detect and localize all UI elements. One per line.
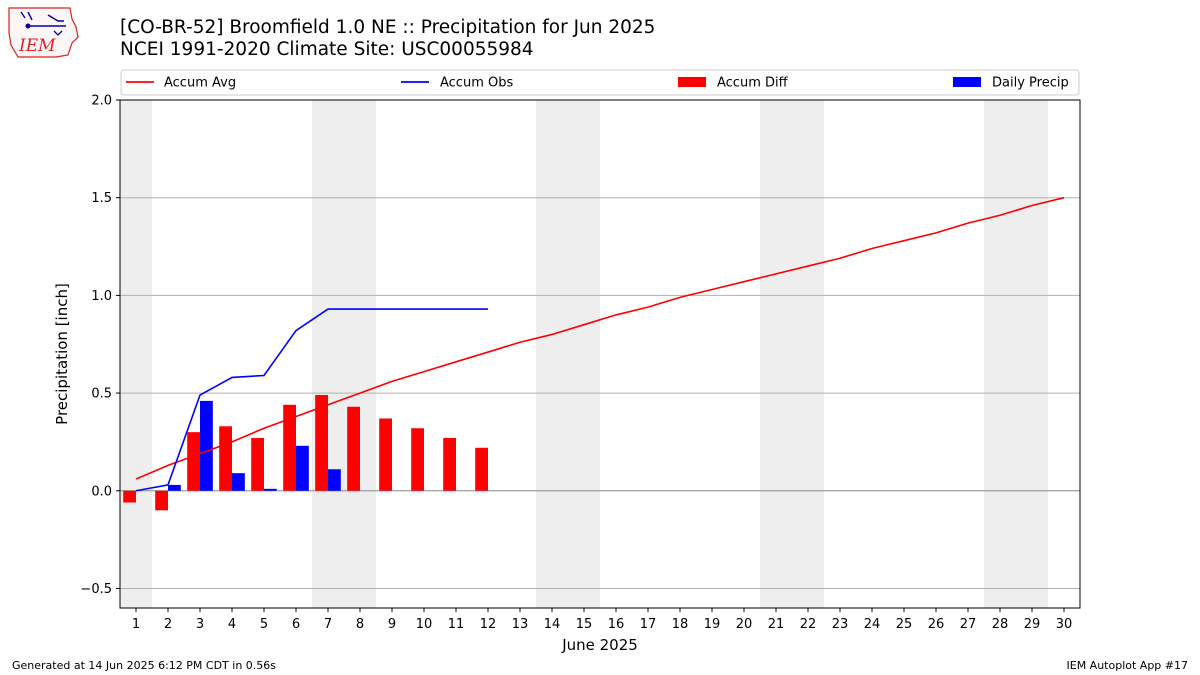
x-tick-label: 3 bbox=[196, 617, 204, 632]
accum-diff-bar bbox=[123, 490, 136, 503]
x-tick-label: 11 bbox=[448, 617, 465, 632]
x-tick-label: 27 bbox=[960, 617, 977, 632]
weekend-shading bbox=[120, 100, 1048, 608]
x-tick-label: 23 bbox=[832, 617, 849, 632]
axes: −0.50.00.51.01.52.01 2 3 4 5 6 7 8 9 10 11 12 13 14 15… bbox=[80, 94, 1072, 633]
x-tick-label: 21 bbox=[768, 617, 785, 632]
x-tick-label: 1 bbox=[132, 617, 140, 632]
accum-diff-bar bbox=[411, 428, 424, 491]
daily-precip-bar bbox=[328, 469, 341, 491]
y-axis-label: Precipitation [inch] bbox=[53, 283, 71, 425]
x-tick-label: 18 bbox=[672, 617, 689, 632]
plot-frame bbox=[119, 99, 1081, 609]
line-series bbox=[135, 196, 1065, 492]
logo-text: IEM bbox=[18, 36, 56, 56]
x-tick-label: 30 bbox=[1056, 617, 1073, 632]
x-tick-label: 13 bbox=[512, 617, 529, 632]
legend-swatch-bar bbox=[953, 77, 981, 87]
x-tick-label: 28 bbox=[992, 617, 1009, 632]
chart-subtitle: NCEI 1991-2020 Climate Site: USC00055984 bbox=[120, 39, 534, 60]
x-tick-label: 16 bbox=[608, 617, 625, 632]
y-tick-label: 0.5 bbox=[91, 387, 112, 402]
weekend-shade bbox=[1016, 100, 1048, 608]
x-tick-label: 20 bbox=[736, 617, 753, 632]
weekend-shade bbox=[536, 100, 568, 608]
x-tick-label: 17 bbox=[640, 617, 657, 632]
legend-label: Daily Precip bbox=[992, 76, 1069, 91]
accum-diff-bar bbox=[219, 426, 232, 491]
accum-diff-bar bbox=[347, 406, 360, 491]
bar-series bbox=[123, 395, 488, 511]
daily-precip-bar bbox=[296, 445, 309, 491]
x-tick-label: 8 bbox=[356, 617, 364, 632]
daily-precip-bar bbox=[264, 488, 277, 491]
daily-precip-bar bbox=[200, 400, 213, 491]
x-tick-label: 6 bbox=[292, 617, 300, 632]
y-tick-label: −0.5 bbox=[80, 582, 112, 597]
x-tick-label: 5 bbox=[260, 617, 268, 632]
x-tick-label: 24 bbox=[864, 617, 881, 632]
weekend-shade bbox=[792, 100, 824, 608]
weekend-shade bbox=[312, 100, 344, 608]
legend-swatch-bar bbox=[678, 77, 706, 87]
x-tick-label: 22 bbox=[800, 617, 817, 632]
daily-precip-bar bbox=[232, 473, 245, 491]
accum-obs-line bbox=[135, 308, 488, 492]
footer-generated: Generated at 14 Jun 2025 6:12 PM CDT in … bbox=[12, 659, 277, 672]
x-tick-label: 25 bbox=[896, 617, 913, 632]
weekend-shade bbox=[120, 100, 152, 608]
weekend-shade bbox=[760, 100, 792, 608]
x-tick-label: 9 bbox=[388, 617, 396, 632]
y-tick-label: 0.0 bbox=[91, 484, 112, 499]
legend-label: Accum Diff bbox=[717, 76, 789, 91]
y-tick-label: 1.5 bbox=[91, 191, 112, 206]
accum-diff-bar bbox=[283, 404, 296, 491]
legend-box bbox=[120, 69, 1080, 96]
accum-diff-bar bbox=[475, 447, 488, 491]
accum-diff-bar bbox=[315, 395, 328, 491]
x-tick-label: 14 bbox=[544, 617, 561, 632]
accum-diff-bar bbox=[379, 418, 392, 491]
x-tick-label: 10 bbox=[416, 617, 433, 632]
accum-avg-line bbox=[135, 196, 1065, 480]
x-tick-label: 4 bbox=[228, 617, 236, 632]
x-axis-label: June 2025 bbox=[561, 636, 638, 654]
legend-label: Accum Avg bbox=[164, 76, 236, 91]
x-tick-label: 12 bbox=[480, 617, 497, 632]
legend: Accum Avg Accum Obs Accum Diff Daily Precip bbox=[120, 69, 1080, 96]
chart-title: [CO-BR-52] Broomfield 1.0 NE :: Precipit… bbox=[120, 17, 656, 38]
footer-app: IEM Autoplot App #17 bbox=[1066, 659, 1189, 672]
weekend-shade bbox=[984, 100, 1016, 608]
legend-label: Accum Obs bbox=[440, 76, 513, 91]
accum-diff-bar bbox=[187, 432, 200, 491]
weekend-shade bbox=[344, 100, 376, 608]
x-tick-label: 19 bbox=[704, 617, 721, 632]
x-tick-label: 26 bbox=[928, 617, 945, 632]
x-tick-label: 29 bbox=[1024, 617, 1041, 632]
x-tick-label: 2 bbox=[164, 617, 172, 632]
x-tick-label: 7 bbox=[324, 617, 332, 632]
accum-diff-bar bbox=[443, 438, 456, 491]
iem-logo: IEM bbox=[6, 5, 82, 61]
accum-diff-bar bbox=[155, 490, 168, 511]
accum-diff-bar bbox=[251, 438, 264, 491]
x-tick-label: 15 bbox=[576, 617, 593, 632]
daily-precip-bar bbox=[168, 484, 181, 491]
y-tick-label: 2.0 bbox=[91, 94, 112, 109]
y-tick-label: 1.0 bbox=[91, 289, 112, 304]
weekend-shade bbox=[568, 100, 600, 608]
